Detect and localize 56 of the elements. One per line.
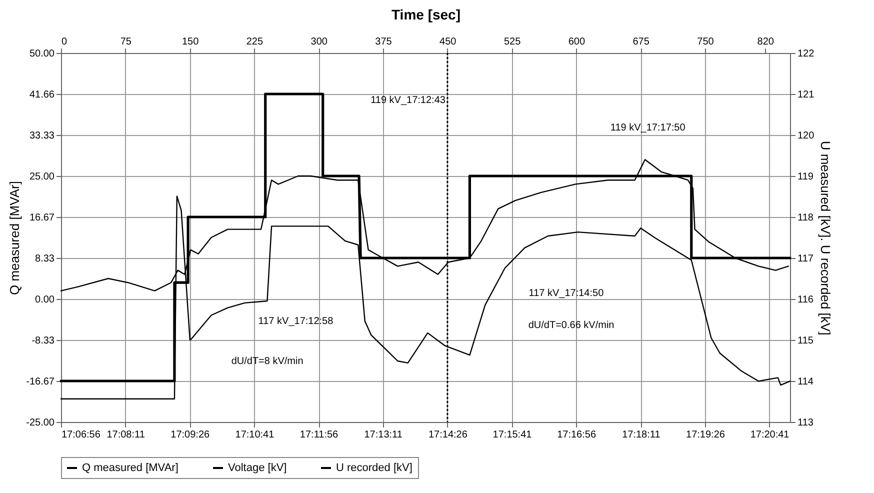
x-tick-label: 17:19:26 — [686, 430, 726, 440]
y-tick-label: 16.67 — [29, 212, 55, 224]
y2-tick-label: 121 — [798, 90, 815, 100]
x-tick-label: 17:16:56 — [557, 430, 596, 440]
x-tick-label: 17:09:26 — [170, 430, 210, 440]
x-tick-label: 17:14:26 — [428, 430, 468, 440]
x-tick-label: 17:15:41 — [492, 430, 532, 440]
y-tick-label: 33.33 — [29, 130, 55, 142]
legend-label: Q measured [MVAr] — [82, 462, 178, 474]
annotation: 119 kV_17:17:50 — [610, 122, 686, 134]
x-tick-label: 17:08:11 — [106, 430, 146, 440]
y2-axis-title: U measured [kV]. U recorded [kV] — [818, 140, 834, 336]
y2-tick-label: 117 — [798, 254, 814, 264]
y2-tick-label: 114 — [798, 376, 814, 388]
annotation: 117 kV_17:12:58 — [258, 316, 334, 327]
y-tick-label: 41.66 — [29, 90, 55, 101]
x2-tick-label: 225 — [246, 36, 264, 48]
legend-label: U recorded [kV] — [336, 462, 412, 474]
legend-label: Voltage [kV] — [228, 462, 287, 474]
y-tick-label: -25.00 — [26, 418, 55, 428]
y2-tick-label: 119 — [798, 172, 814, 182]
y-tick-label: 50.00 — [29, 48, 55, 60]
x-tick-label: 17:11:56 — [300, 430, 339, 440]
y2-tick-label: 116 — [798, 294, 814, 306]
y-tick-label: -16.67 — [26, 376, 55, 388]
y2-tick-label: 120 — [798, 130, 815, 142]
x2-tick-label: 150 — [182, 36, 200, 48]
x-tick-label: 17:18:11 — [622, 430, 661, 440]
y2-tick-label: 118 — [798, 212, 814, 224]
x2-tick-label: 820 — [757, 36, 774, 48]
y2-tick-label: 113 — [798, 418, 814, 428]
x2-tick-label: 450 — [440, 36, 457, 48]
x-tick-label: 17:13:11 — [364, 430, 403, 440]
y-tick-label: -8.33 — [32, 335, 55, 346]
x-tick-label: 17:10:41 — [235, 430, 275, 440]
x2-tick-label: 750 — [697, 36, 714, 48]
x2-tick-label: 525 — [504, 36, 522, 48]
x2-tick-label: 300 — [310, 36, 328, 48]
x2-tick-label: 600 — [568, 36, 586, 48]
y2-tick-label: 115 — [798, 336, 814, 346]
annotation: dU/dT=0.66 kV/min — [528, 320, 614, 331]
x-tick-label: 17:20:41 — [750, 430, 790, 440]
y2-tick-label: 122 — [798, 48, 815, 60]
annotation: 119 kV_17:12:43 — [370, 94, 446, 106]
y-tick-label: 8.33 — [35, 254, 55, 265]
x2-tick-label: 375 — [375, 36, 392, 48]
x2-axis-title: Time [sec] — [392, 6, 460, 22]
y-tick-label: 25.00 — [29, 172, 55, 182]
y-axis-title: Q measured [MVAr] — [7, 181, 22, 295]
x2-tick-label: 75 — [120, 36, 132, 48]
y-tick-label: 0.00 — [35, 294, 55, 306]
x-tick-label: 17:06:56 — [62, 430, 101, 440]
annotation: dU/dT=8 kV/min — [231, 356, 304, 368]
x2-tick-label: 0 — [62, 36, 68, 48]
annotation: 117 kV_17:14:50 — [528, 288, 604, 299]
x2-tick-label: 675 — [632, 36, 650, 48]
